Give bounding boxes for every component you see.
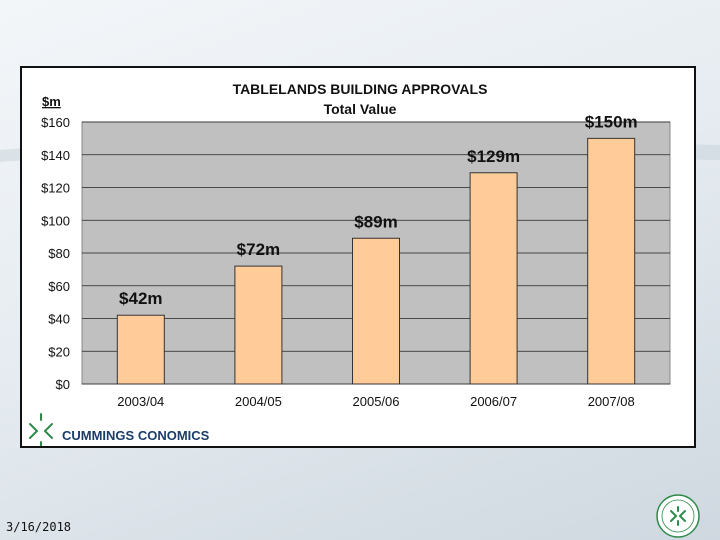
data-label: $89m [354,212,397,231]
bar [587,137,636,385]
chart-subtitle: Total Value [324,101,397,117]
chart-title: TABLELANDS BUILDING APPROVALS [233,81,488,97]
brand-name: CUMMINGS CONOMICS [62,428,210,443]
data-label: $42m [119,289,162,308]
y-unit-label: $m [42,94,61,109]
brand-mark-icon [29,413,53,446]
brand-chevrons [29,413,53,446]
data-label: $72m [237,240,280,259]
y-tick-label: $80 [48,246,70,261]
x-tick-label: 2003/04 [117,394,164,409]
y-tick-label: $120 [41,181,70,196]
chart-frame: TABLELANDS BUILDING APPROVALS Total Valu… [20,66,696,448]
x-tick-label: 2005/06 [353,394,400,409]
y-tick-label: $60 [48,279,70,294]
x-tick-label: 2004/05 [235,394,282,409]
y-tick-label: $40 [48,312,70,327]
bar [352,237,400,385]
bar [116,314,165,385]
x-tick-label: 2006/07 [470,394,517,409]
y-tick-label: $100 [41,213,70,228]
bar [469,172,518,385]
y-tick-label: $140 [41,148,70,163]
x-tick-label: 2007/08 [588,394,635,409]
bar-chart: TABLELANDS BUILDING APPROVALS Total Valu… [29,81,671,446]
bar [234,265,283,385]
data-label: $150m [585,112,638,131]
y-tick-label: $160 [41,115,70,130]
slide-date: 3/16/2018 [6,520,72,534]
brand-logo: CUMMINGS CONOMICS [29,413,210,446]
cummings-seal-logo [656,494,700,538]
y-tick-label: $0 [56,377,70,392]
y-tick-label: $20 [48,344,70,359]
data-label: $129m [467,147,520,166]
